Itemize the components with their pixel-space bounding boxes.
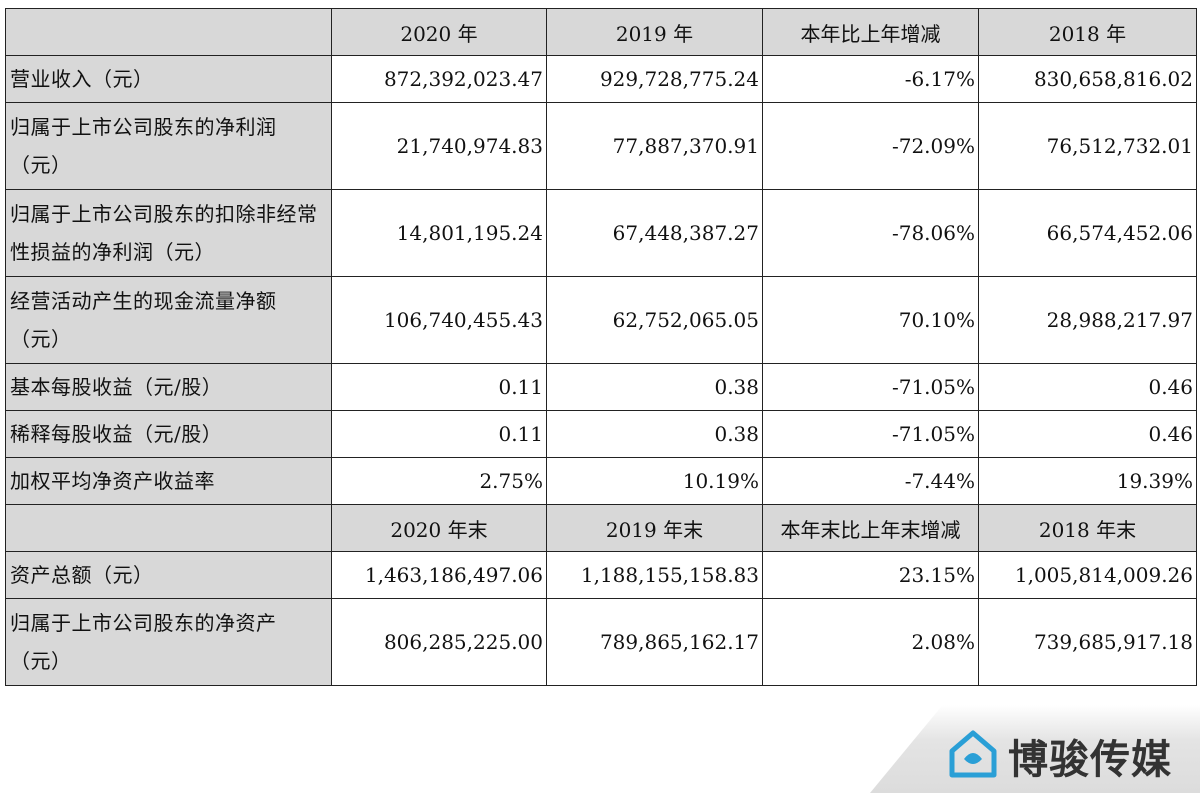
row-label: 经营活动产生的现金流量净额（元） [5,276,332,364]
cell-change-end: 23.15% [762,551,979,599]
row-label: 归属于上市公司股东的净资产（元） [5,598,332,686]
cell-2019-end: 789,865,162.17 [546,598,763,686]
header-2018-end: 2018 年末 [978,504,1197,552]
cell-2019: 67,448,387.27 [546,189,763,277]
cell-2020-end: 1,463,186,497.06 [331,551,547,599]
cell-2020: 21,740,974.83 [331,102,547,190]
cell-2020-end: 806,285,225.00 [331,598,547,686]
cell-2020: 14,801,195.24 [331,189,547,277]
header-2019: 2019 年 [546,8,763,56]
table-row: 归属于上市公司股东的净利润（元） 21,740,974.83 77,887,37… [5,102,1197,190]
cell-change: -71.05% [762,363,979,411]
header-row-year-end: 2020 年末 2019 年末 本年末比上年末增减 2018 年末 [5,504,1197,552]
cell-2019-end: 1,188,155,158.83 [546,551,763,599]
cell-2018: 830,658,816.02 [978,55,1197,103]
table-row: 稀释每股收益（元/股） 0.11 0.38 -71.05% 0.46 [5,410,1197,458]
cell-2018: 0.46 [978,363,1197,411]
row-label: 基本每股收益（元/股） [5,363,332,411]
header-2019-end: 2019 年末 [546,504,763,552]
row-label: 资产总额（元） [5,551,332,599]
cell-change: -6.17% [762,55,979,103]
cell-2018: 66,574,452.06 [978,189,1197,277]
row-label: 加权平均净资产收益率 [5,457,332,505]
house-badge-icon [949,730,997,778]
header-change-end: 本年末比上年末增减 [762,504,979,552]
cell-2020: 106,740,455.43 [331,276,547,364]
header-change: 本年比上年增减 [762,8,979,56]
table-row: 加权平均净资产收益率 2.75% 10.19% -7.44% 19.39% [5,457,1197,505]
cell-change: -71.05% [762,410,979,458]
cell-change: 70.10% [762,276,979,364]
header-blank-cell [5,8,332,56]
cell-2018: 76,512,732.01 [978,102,1197,190]
cell-change: -72.09% [762,102,979,190]
cell-2019: 77,887,370.91 [546,102,763,190]
row-label: 归属于上市公司股东的扣除非经常性损益的净利润（元） [5,189,332,277]
table-row: 营业收入（元） 872,392,023.47 929,728,775.24 -6… [5,55,1197,103]
header-2018: 2018 年 [978,8,1197,56]
cell-2018: 0.46 [978,410,1197,458]
watermark-brand-text: 博骏传媒 [1008,737,1172,783]
cell-2019: 0.38 [546,410,763,458]
table-row: 归属于上市公司股东的净资产（元） 806,285,225.00 789,865,… [5,598,1197,686]
watermark-logo: 博骏传媒 [870,705,1200,793]
cell-2020: 2.75% [331,457,547,505]
cell-2020: 0.11 [331,363,547,411]
financial-summary-table: 2020 年 2019 年 本年比上年增减 2018 年 营业收入（元） 872… [5,8,1197,686]
header-2020-end: 2020 年末 [331,504,547,552]
header-row-annual: 2020 年 2019 年 本年比上年增减 2018 年 [5,8,1197,56]
cell-2018-end: 1,005,814,009.26 [978,551,1197,599]
cell-2018: 28,988,217.97 [978,276,1197,364]
cell-change-end: 2.08% [762,598,979,686]
cell-2020: 872,392,023.47 [331,55,547,103]
cell-2019: 10.19% [546,457,763,505]
cell-change: -78.06% [762,189,979,277]
cell-2019: 62,752,065.05 [546,276,763,364]
cell-2019: 0.38 [546,363,763,411]
cell-2018-end: 739,685,917.18 [978,598,1197,686]
cell-2019: 929,728,775.24 [546,55,763,103]
cell-change: -7.44% [762,457,979,505]
cell-2020: 0.11 [331,410,547,458]
row-label: 营业收入（元） [5,55,332,103]
cell-2018: 19.39% [978,457,1197,505]
table-row: 资产总额（元） 1,463,186,497.06 1,188,155,158.8… [5,551,1197,599]
table-row: 经营活动产生的现金流量净额（元） 106,740,455.43 62,752,0… [5,276,1197,364]
header-blank-cell [5,504,332,552]
table-row: 基本每股收益（元/股） 0.11 0.38 -71.05% 0.46 [5,363,1197,411]
row-label: 归属于上市公司股东的净利润（元） [5,102,332,190]
table-row: 归属于上市公司股东的扣除非经常性损益的净利润（元） 14,801,195.24 … [5,189,1197,277]
header-2020: 2020 年 [331,8,547,56]
row-label: 稀释每股收益（元/股） [5,410,332,458]
